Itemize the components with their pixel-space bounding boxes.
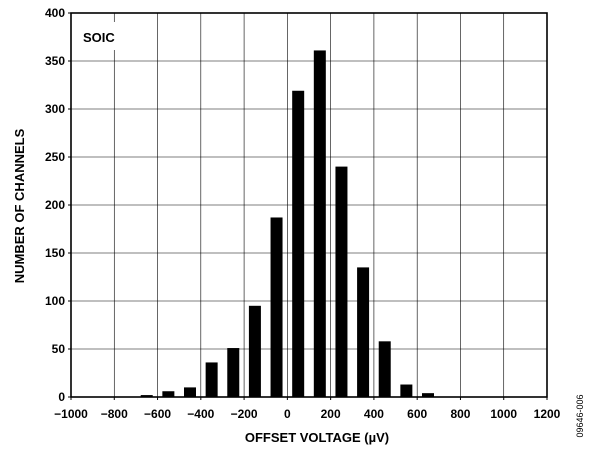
histogram-bar <box>227 348 240 397</box>
y-axis-title: NUMBER OF CHANNELS <box>12 128 27 283</box>
x-tick-label: 1000 <box>490 407 517 421</box>
x-tick-labels: −1000 −800 −600 −400 −200 0 200 400 600 800 1000 12… <box>54 407 561 421</box>
y-tick-labels: 0 50 100 150 200 250 300 350 400 <box>45 6 65 404</box>
histogram-bar <box>162 391 175 397</box>
y-tick-label: 100 <box>45 294 65 308</box>
x-tick-label: −800 <box>101 407 128 421</box>
histogram-bar <box>184 387 196 397</box>
bars <box>140 50 434 397</box>
y-tick-label: 50 <box>52 342 66 356</box>
histogram-bar <box>422 393 434 397</box>
histogram-bar <box>400 384 413 397</box>
histogram-bar <box>378 341 391 397</box>
y-tick-label: 150 <box>45 246 65 260</box>
y-tick-label: 250 <box>45 150 65 164</box>
x-tick-label: 600 <box>407 407 427 421</box>
x-tick-label: 0 <box>284 407 291 421</box>
ticks <box>68 12 548 400</box>
x-tick-label: 400 <box>364 407 384 421</box>
histogram-bar <box>357 267 370 397</box>
x-tick-label: −200 <box>231 407 258 421</box>
x-tick-label: −600 <box>144 407 171 421</box>
x-axis-title: OFFSET VOLTAGE (µV) <box>245 430 389 445</box>
y-tick-label: 200 <box>45 198 65 212</box>
x-tick-label: −1000 <box>54 407 88 421</box>
inset-label-box <box>78 22 126 50</box>
x-tick-label: −400 <box>187 407 214 421</box>
figure-id: 09646-006 <box>575 394 585 437</box>
x-tick-label: 800 <box>450 407 470 421</box>
y-tick-label: 300 <box>45 102 65 116</box>
histogram-bar <box>335 166 348 397</box>
x-tick-label: 200 <box>321 407 341 421</box>
histogram-bar <box>292 90 305 397</box>
histogram-bar <box>270 217 283 397</box>
grid <box>70 12 548 398</box>
y-tick-label: 0 <box>58 390 65 404</box>
inset-label: SOIC <box>83 30 115 45</box>
histogram-bar <box>140 395 153 397</box>
histogram-bar <box>313 50 326 397</box>
histogram-bar <box>205 362 218 397</box>
x-tick-label: 1200 <box>534 407 561 421</box>
histogram-bar <box>248 305 261 397</box>
y-tick-label: 400 <box>45 6 65 20</box>
y-tick-label: 350 <box>45 54 65 68</box>
